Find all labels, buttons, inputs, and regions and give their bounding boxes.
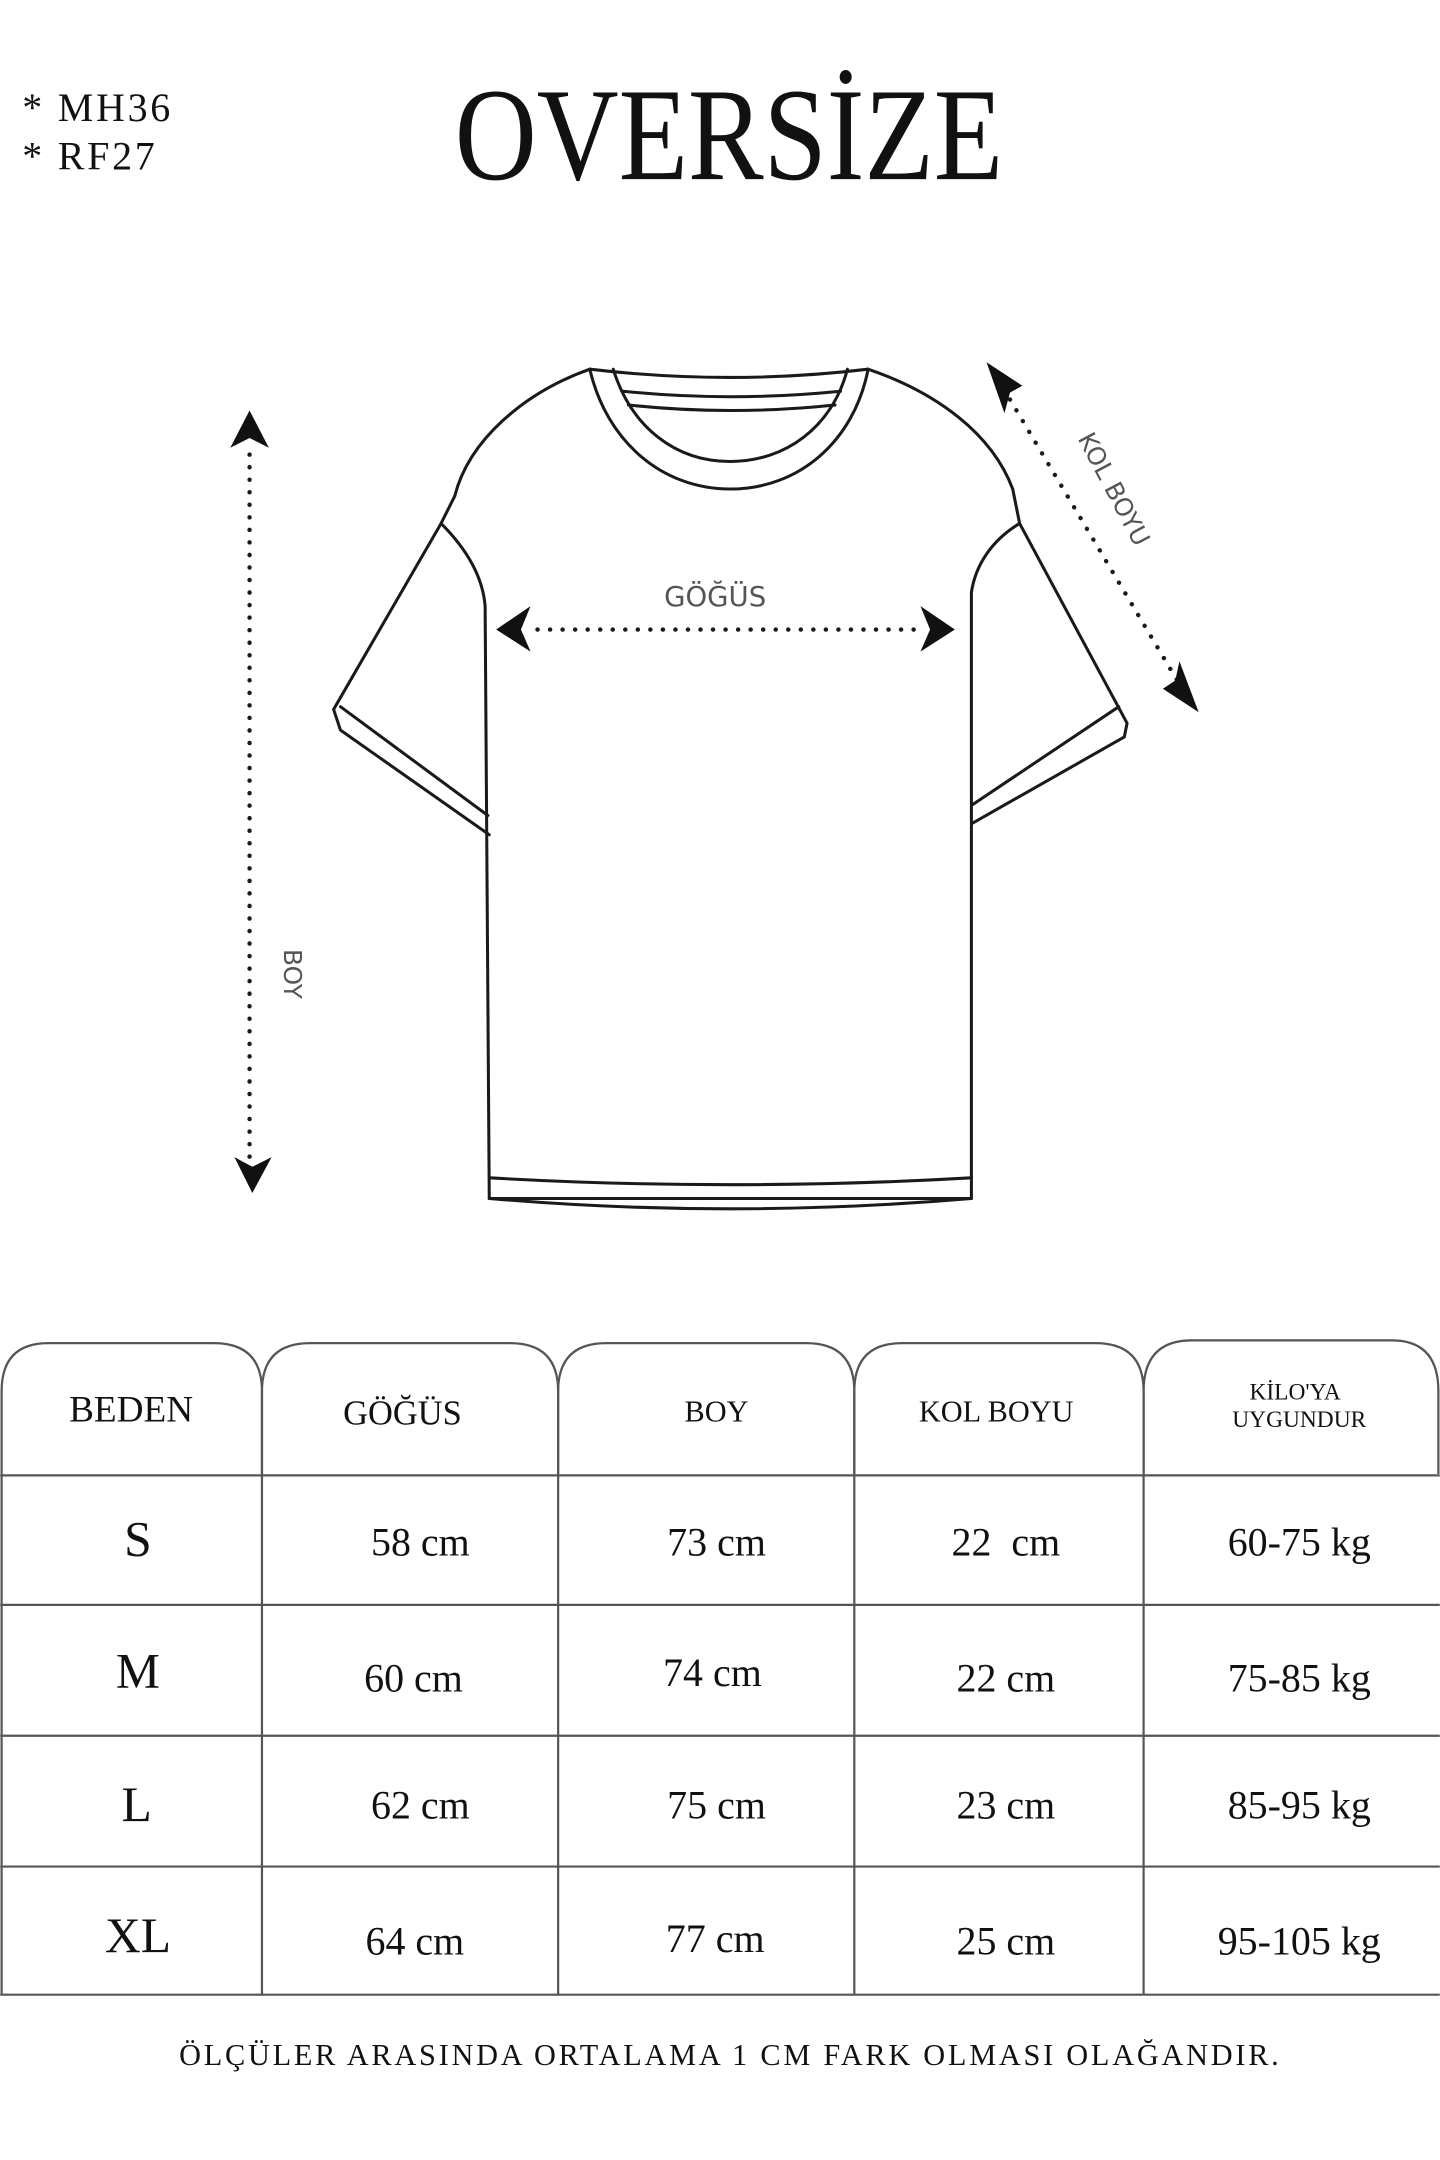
cell-weight: 95-105 kg [1218,1919,1381,1964]
header-beden: BEDEN [69,1390,193,1431]
size-table: BEDEN GÖĞÜS BOY KOL BOYU KİLO'YA UYGUNDU… [0,1339,1440,1996]
cell-size: XL [105,1908,171,1963]
chest-label: GÖĞÜS [664,579,766,613]
cell-chest: 58 cm [371,1519,470,1564]
cell-length: 73 cm [667,1519,766,1564]
cell-sleeve: 22 cm [951,1519,1060,1564]
header-tab-boy [557,1342,856,1474]
cell-sleeve: 25 cm [956,1919,1055,1964]
footer-note: ÖLÇÜLER ARASINDA ORTALAMA 1 CM FARK OLMA… [179,2038,1281,2072]
cell-chest: 64 cm [366,1919,465,1964]
header-tab-kol-boyu [853,1342,1145,1474]
table-grid-lines [0,1473,1440,1996]
table-row: S 58 cm 73 cm 22 cm 60-75 kg [124,1511,1371,1566]
cell-weight: 60-75 kg [1228,1519,1371,1564]
cell-weight: 75-85 kg [1228,1656,1371,1701]
header-tab-beden [0,1342,264,1474]
tshirt-illustration [332,367,1129,1211]
header-gogus: GÖĞÜS [343,1394,462,1432]
table-header: BEDEN GÖĞÜS BOY KOL BOYU KİLO'YA UYGUNDU… [69,1380,1366,1434]
product-code-1: * MH36 [22,85,173,130]
sleeve-label: KOL BOYU [1072,428,1156,551]
header-kol-boyu: KOL BOYU [919,1395,1074,1429]
cell-length: 74 cm [663,1650,762,1695]
header-tab-gogus [260,1342,560,1474]
header-tab-kilo [1142,1339,1440,1474]
cell-sleeve: 23 cm [956,1782,1055,1827]
length-measure-arrow: BOY [230,410,307,1193]
cell-weight: 85-95 kg [1228,1782,1371,1827]
table-row: XL 64 cm 77 cm 25 cm 95-105 kg [105,1908,1381,1964]
cell-length: 77 cm [666,1916,765,1961]
cell-sleeve: 22 cm [956,1656,1055,1701]
header-boy: BOY [685,1395,749,1429]
cell-size: S [124,1511,152,1566]
product-code-2: * RF27 [22,133,157,178]
cell-length: 75 cm [667,1782,766,1827]
header-kilo-line2: UYGUNDUR [1232,1407,1366,1433]
cell-size: L [121,1777,151,1832]
cell-chest: 60 cm [364,1656,463,1701]
chest-measure-arrow: GÖĞÜS [496,579,955,652]
header-kilo-line1: KİLO'YA [1249,1380,1340,1406]
table-row: L 62 cm 75 cm 23 cm 85-95 kg [121,1777,1370,1832]
table-row: M 60 cm 74 cm 22 cm 75-85 kg [116,1644,1371,1701]
length-label: BOY [278,949,307,1000]
cell-chest: 62 cm [371,1782,470,1827]
page-title: OVERSİZE [455,61,1003,208]
cell-size: M [116,1644,160,1699]
